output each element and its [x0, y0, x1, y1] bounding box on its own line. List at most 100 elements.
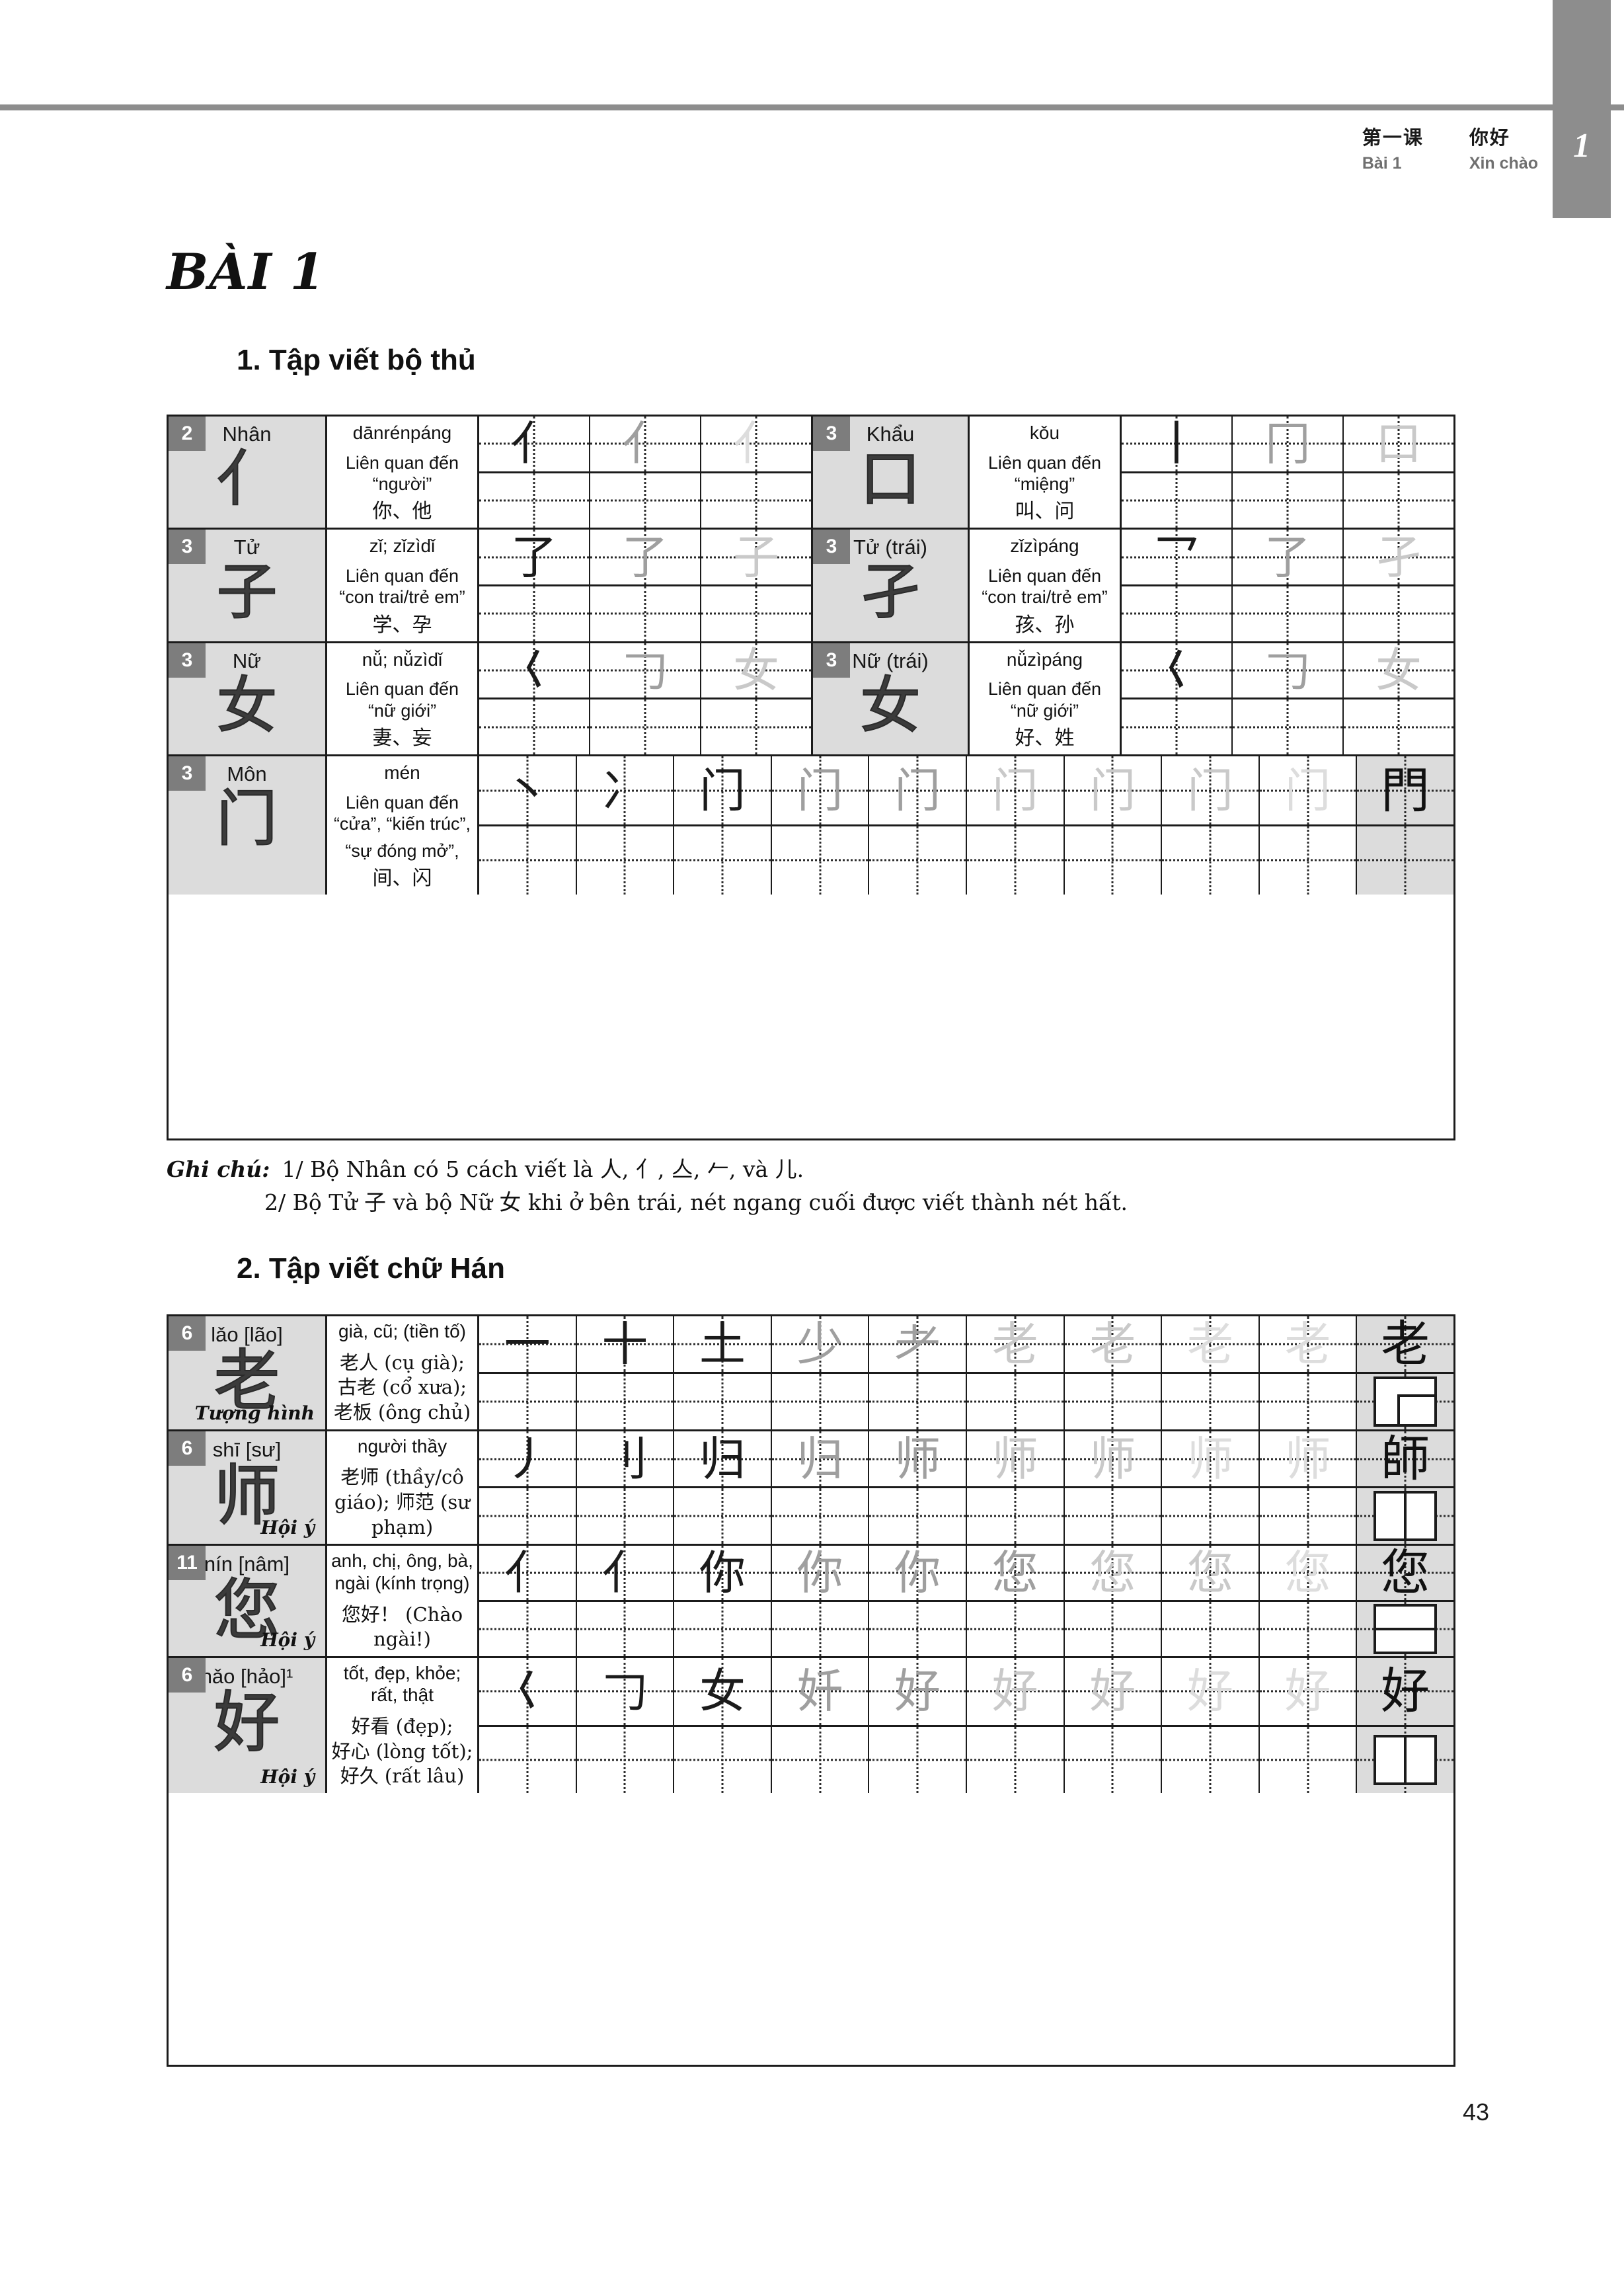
practice-cell-top[interactable]: 女 — [1344, 643, 1453, 700]
practice-cell[interactable]: 十 — [576, 1316, 675, 1429]
practice-cell[interactable]: 丶 — [479, 756, 577, 895]
practice-cell[interactable]: 口 — [1344, 417, 1453, 528]
practice-cell[interactable]: 𡿨 — [1122, 643, 1233, 755]
practice-cell-bottom[interactable] — [479, 699, 589, 754]
practice-cell-top[interactable]: 门 — [1259, 756, 1356, 827]
practice-cell-top[interactable]: 您 — [1162, 1546, 1258, 1603]
practice-cell[interactable]: 了 — [1233, 530, 1344, 641]
practice-cell-bottom[interactable] — [1260, 1602, 1356, 1656]
practice-cell-top[interactable]: 师 — [966, 1431, 1063, 1489]
practice-cell-bottom[interactable] — [479, 1602, 576, 1656]
practice-cell-bottom[interactable] — [1357, 1602, 1453, 1656]
practice-cell-top[interactable]: 𡿨 — [1122, 643, 1231, 700]
practice-cell[interactable]: 𠃌 — [576, 1657, 675, 1794]
practice-cell-final[interactable]: 門 — [1357, 756, 1453, 895]
practice-cell-bottom[interactable] — [1122, 473, 1231, 528]
practice-cell-bottom[interactable] — [869, 1374, 966, 1429]
practice-cell-bottom[interactable] — [1122, 586, 1231, 641]
practice-cell[interactable]: 您 — [1259, 1546, 1358, 1656]
practice-cell[interactable]: 门 — [771, 756, 870, 895]
practice-cell-bottom[interactable] — [701, 586, 811, 641]
practice-cell-bottom[interactable] — [1357, 1727, 1453, 1794]
practice-cell-bottom[interactable] — [1357, 1374, 1453, 1429]
practice-cell-top[interactable]: 了 — [1233, 530, 1342, 587]
practice-cell-bottom[interactable] — [674, 1727, 771, 1794]
practice-cell-top[interactable]: 𠃌 — [590, 643, 700, 700]
practice-cell[interactable]: 一 — [479, 1316, 577, 1429]
practice-cell-top[interactable]: 门 — [966, 756, 1063, 827]
practice-cell-top[interactable]: 刂 — [576, 1431, 674, 1489]
practice-cell[interactable]: 门 — [674, 756, 772, 895]
practice-cell[interactable]: 亻 — [576, 1546, 675, 1656]
practice-cell-top[interactable]: 女 — [674, 1658, 771, 1727]
practice-cell-bottom[interactable] — [967, 1602, 1063, 1656]
practice-cell-top[interactable]: 师 — [1162, 1431, 1258, 1489]
practice-cell-bottom[interactable] — [869, 826, 966, 895]
practice-cell-top[interactable]: 您 — [966, 1546, 1063, 1603]
practice-cell[interactable]: 老 — [966, 1316, 1065, 1429]
practice-cell-bottom[interactable] — [1162, 826, 1258, 895]
practice-cell-bottom[interactable] — [772, 1727, 869, 1794]
practice-cell[interactable]: 𡿨 — [479, 1657, 577, 1794]
practice-cell-top[interactable]: 好 — [1259, 1658, 1356, 1727]
practice-cell-bottom[interactable] — [674, 826, 771, 895]
practice-cell-bottom[interactable] — [577, 1602, 674, 1656]
practice-cell-top[interactable]: 你 — [771, 1546, 869, 1603]
practice-cell[interactable]: 师 — [869, 1431, 967, 1544]
practice-cell-top[interactable]: 门 — [1064, 756, 1161, 827]
practice-cell-top[interactable]: 丨 — [1122, 417, 1231, 473]
practice-cell-top[interactable]: 𠃌 — [576, 1658, 674, 1727]
practice-cell-bottom[interactable] — [1260, 1374, 1356, 1429]
practice-cell-top[interactable]: 师 — [869, 1431, 966, 1489]
practice-cell[interactable]: 乛 — [1122, 530, 1233, 641]
practice-cell[interactable]: 少 — [771, 1316, 870, 1429]
practice-cell[interactable]: 您 — [1162, 1546, 1260, 1656]
practice-cell-top[interactable]: 𠃌 — [1233, 643, 1342, 700]
practice-cell-top[interactable]: 門 — [1357, 756, 1453, 827]
practice-cell[interactable]: 子 — [701, 530, 811, 641]
practice-cell-top[interactable]: 门 — [674, 756, 771, 827]
practice-cell-top[interactable]: 丿 — [479, 1431, 576, 1489]
practice-cell-bottom[interactable] — [577, 1727, 674, 1794]
practice-cell-top[interactable]: 门 — [869, 756, 966, 827]
practice-cell[interactable]: 门 — [1162, 756, 1260, 895]
practice-cell-top[interactable]: 師 — [1357, 1431, 1453, 1489]
practice-cell-bottom[interactable] — [1233, 473, 1342, 528]
practice-cell-top[interactable]: 亻 — [479, 417, 589, 473]
practice-cell-bottom[interactable] — [1122, 699, 1231, 754]
practice-cell-top[interactable]: 𡿨 — [479, 1658, 576, 1727]
practice-cell-top[interactable]: 了 — [590, 530, 700, 587]
practice-cell[interactable]: 刂 — [576, 1431, 675, 1544]
practice-cell[interactable]: 土 — [674, 1316, 772, 1429]
practice-cell-bottom[interactable] — [577, 826, 674, 895]
practice-cell[interactable]: 孑 — [1344, 530, 1453, 641]
practice-cell-bottom[interactable] — [967, 826, 1063, 895]
practice-cell-bottom[interactable] — [772, 1602, 869, 1656]
practice-cell-bottom[interactable] — [479, 826, 576, 895]
practice-cell-bottom[interactable] — [1233, 699, 1342, 754]
practice-cell-bottom[interactable] — [1260, 1488, 1356, 1544]
practice-cell-bottom[interactable] — [1233, 586, 1342, 641]
practice-cell-top[interactable]: 十 — [576, 1316, 674, 1374]
practice-cell[interactable]: 师 — [1259, 1431, 1358, 1544]
practice-cell-bottom[interactable] — [1357, 826, 1453, 895]
practice-cell-top[interactable]: 冂 — [1233, 417, 1342, 473]
practice-cell-top[interactable]: 老 — [1064, 1316, 1161, 1374]
practice-cell-bottom[interactable] — [1065, 1602, 1161, 1656]
practice-cell-top[interactable]: 您 — [1357, 1546, 1453, 1603]
practice-cell[interactable]: 亻 — [479, 1546, 577, 1656]
practice-cell-bottom[interactable] — [590, 586, 700, 641]
practice-cell-bottom[interactable] — [1162, 1602, 1258, 1656]
practice-cell-bottom[interactable] — [772, 826, 869, 895]
practice-cell-top[interactable]: 土 — [674, 1316, 771, 1374]
practice-cell-bottom[interactable] — [967, 1374, 1063, 1429]
practice-cell-final[interactable]: 老 — [1357, 1316, 1453, 1429]
practice-cell[interactable]: 了 — [590, 530, 701, 641]
practice-cell-bottom[interactable] — [967, 1727, 1063, 1794]
practice-cell[interactable]: 好 — [1162, 1657, 1260, 1794]
practice-cell-bottom[interactable] — [701, 699, 811, 754]
practice-cell-top[interactable]: 了 — [479, 530, 589, 587]
practice-cell[interactable]: 你 — [674, 1546, 772, 1656]
practice-cell[interactable]: 女 — [701, 643, 811, 754]
practice-cell-bottom[interactable] — [479, 586, 589, 641]
